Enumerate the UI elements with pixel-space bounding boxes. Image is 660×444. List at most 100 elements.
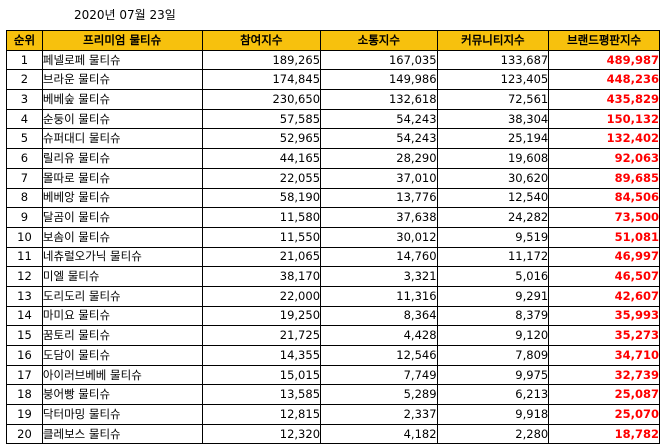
table-row: 7 몰따로 물티슈 22,055 37,010 30,620 89,685 [6,167,660,189]
cell-product: 마미요 물티슈 [41,305,203,327]
cell-community: 25,194 [436,128,550,150]
cell-participation: 44,165 [201,148,322,169]
table-row: 2 브라운 물티슈 174,845 149,986 123,405 448,236 [6,69,660,91]
cell-brand-index: 89,685 [548,167,660,189]
cell-brand-index: 35,273 [548,325,660,346]
cell-community: 2,280 [436,423,550,444]
table-row: 20 클레보스 물티슈 12,320 4,182 2,280 18,782 [6,423,660,444]
cell-community: 123,405 [436,69,550,91]
table-row: 15 꿈토리 물티슈 21,725 4,428 9,120 35,273 [6,325,660,346]
cell-community: 7,809 [436,345,550,366]
cell-participation: 12,815 [201,404,322,425]
cell-product: 붕어빵 물티슈 [41,384,203,406]
cell-brand-index: 92,063 [548,148,660,169]
cell-rank: 13 [6,285,43,307]
cell-community: 9,975 [436,364,550,386]
cell-participation: 11,580 [201,207,322,228]
cell-product: 브라운 물티슈 [41,69,203,91]
cell-communication: 7,749 [320,364,438,386]
cell-participation: 189,265 [201,49,322,71]
cell-community: 19,608 [436,148,550,169]
cell-communication: 3,321 [320,266,438,287]
cell-brand-index: 46,997 [548,246,660,268]
col-header-product: 프리미엄 물티슈 [41,30,203,51]
cell-participation: 21,065 [201,246,322,268]
table-row: 13 도리도리 물티슈 22,000 11,316 9,291 42,607 [6,285,660,307]
cell-community: 9,120 [436,325,550,346]
cell-brand-index: 35,993 [548,305,660,327]
cell-brand-index: 46,507 [548,266,660,287]
cell-rank: 7 [6,167,43,189]
cell-product: 도담이 물티슈 [41,345,203,366]
cell-product: 아이러브베베 물티슈 [41,364,203,386]
cell-rank: 8 [6,187,43,209]
cell-communication: 14,760 [320,246,438,268]
cell-rank: 10 [6,226,43,248]
cell-product: 달곰이 물티슈 [41,207,203,228]
cell-rank: 19 [6,404,43,425]
cell-participation: 57,585 [201,108,322,130]
cell-rank: 16 [6,345,43,366]
cell-participation: 58,190 [201,187,322,209]
cell-product: 미엘 물티슈 [41,266,203,287]
cell-brand-index: 448,236 [548,69,660,91]
cell-communication: 132,618 [320,89,438,110]
cell-community: 24,282 [436,207,550,228]
cell-communication: 5,289 [320,384,438,406]
cell-product: 네츄럴오가닉 물티슈 [41,246,203,268]
cell-brand-index: 32,739 [548,364,660,386]
cell-community: 38,304 [436,108,550,130]
cell-communication: 30,012 [320,226,438,248]
table-row: 10 보솜이 물티슈 11,550 30,012 9,519 51,081 [6,226,660,248]
cell-participation: 22,055 [201,167,322,189]
cell-participation: 11,550 [201,226,322,248]
cell-product: 순둥이 물티슈 [41,108,203,130]
cell-brand-index: 435,829 [548,89,660,110]
cell-participation: 230,650 [201,89,322,110]
cell-rank: 4 [6,108,43,130]
cell-brand-index: 84,506 [548,187,660,209]
cell-rank: 18 [6,384,43,406]
cell-brand-index: 42,607 [548,285,660,307]
table-row: 17 아이러브베베 물티슈 15,015 7,749 9,975 32,739 [6,364,660,386]
table-row: 9 달곰이 물티슈 11,580 37,638 24,282 73,500 [6,207,660,228]
cell-brand-index: 34,710 [548,345,660,366]
cell-participation: 174,845 [201,69,322,91]
cell-rank: 15 [6,325,43,346]
cell-participation: 19,250 [201,305,322,327]
cell-product: 베베숲 물티슈 [41,89,203,110]
table-row: 19 닥터마밍 물티슈 12,815 2,337 9,918 25,070 [6,404,660,425]
table-row: 12 미엘 물티슈 38,170 3,321 5,016 46,507 [6,266,660,287]
cell-communication: 167,035 [320,49,438,71]
cell-community: 9,291 [436,285,550,307]
col-header-brand-index: 브랜드평판지수 [548,30,660,51]
cell-participation: 21,725 [201,325,322,346]
cell-community: 12,540 [436,187,550,209]
cell-brand-index: 489,987 [548,49,660,71]
cell-brand-index: 25,087 [548,384,660,406]
cell-community: 9,519 [436,226,550,248]
cell-communication: 12,546 [320,345,438,366]
cell-participation: 38,170 [201,266,322,287]
cell-brand-index: 51,081 [548,226,660,248]
cell-community: 5,016 [436,266,550,287]
table-row: 3 베베숲 물티슈 230,650 132,618 72,561 435,829 [6,89,660,110]
cell-communication: 37,638 [320,207,438,228]
cell-product: 도리도리 물티슈 [41,285,203,307]
cell-product: 릴리유 물티슈 [41,148,203,169]
cell-rank: 12 [6,266,43,287]
table-row: 14 마미요 물티슈 19,250 8,364 8,379 35,993 [6,305,660,327]
cell-brand-index: 132,402 [548,128,660,150]
col-header-communication: 소통지수 [320,30,438,51]
cell-brand-index: 25,070 [548,404,660,425]
cell-communication: 149,986 [320,69,438,91]
cell-rank: 9 [6,207,43,228]
col-header-rank: 순위 [6,30,43,51]
cell-communication: 4,428 [320,325,438,346]
cell-rank: 6 [6,148,43,169]
cell-product: 닥터마밍 물티슈 [41,404,203,425]
cell-product: 베베앙 물티슈 [41,187,203,209]
cell-communication: 2,337 [320,404,438,425]
cell-communication: 13,776 [320,187,438,209]
cell-product: 보솜이 물티슈 [41,226,203,248]
